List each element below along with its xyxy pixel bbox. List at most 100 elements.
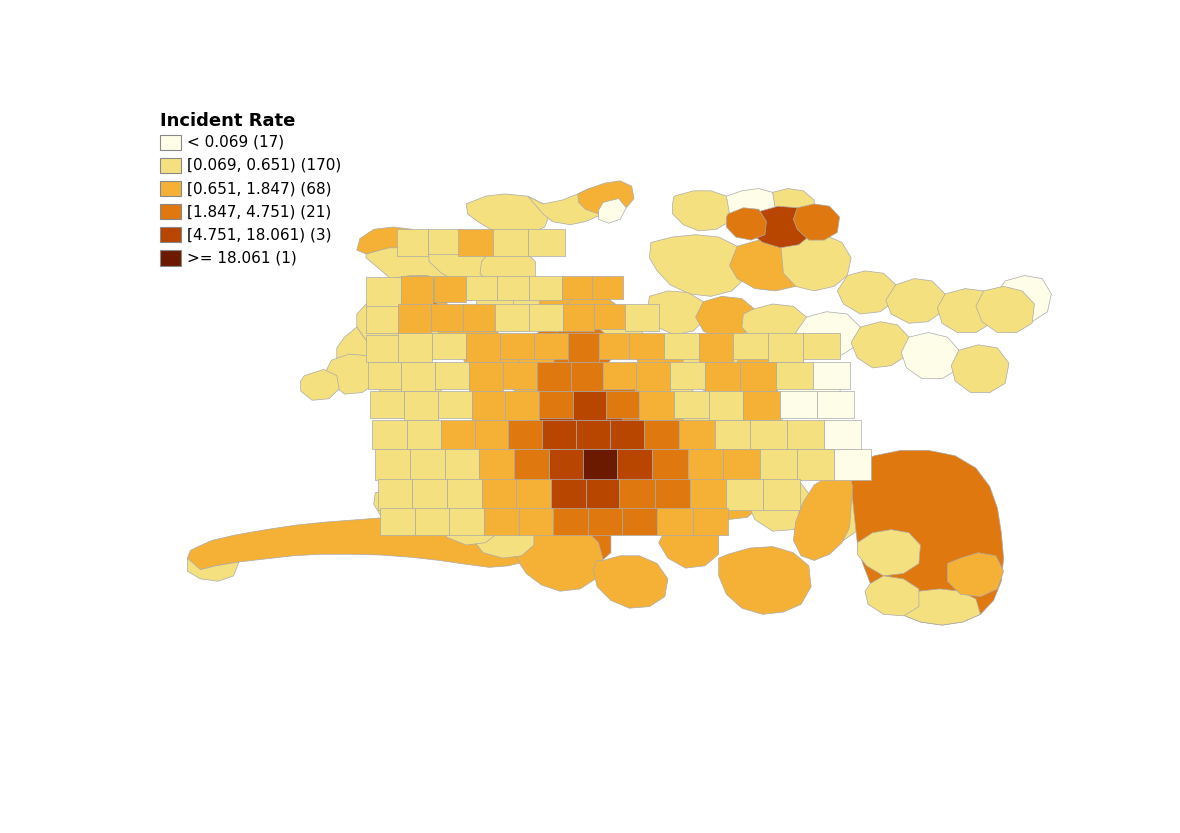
Polygon shape (551, 522, 611, 566)
Polygon shape (588, 508, 622, 535)
Bar (159, 227, 182, 242)
Polygon shape (537, 362, 571, 391)
Polygon shape (865, 576, 919, 616)
Polygon shape (336, 327, 386, 377)
Polygon shape (366, 240, 516, 302)
Polygon shape (527, 229, 565, 257)
Polygon shape (610, 420, 644, 449)
Polygon shape (598, 332, 629, 360)
Bar (159, 181, 182, 197)
Polygon shape (653, 463, 712, 512)
Polygon shape (634, 335, 694, 381)
Polygon shape (704, 362, 740, 391)
Polygon shape (693, 508, 728, 535)
Polygon shape (438, 391, 472, 418)
Polygon shape (503, 362, 537, 389)
Polygon shape (437, 502, 500, 545)
Polygon shape (622, 508, 657, 535)
Polygon shape (578, 181, 634, 214)
Polygon shape (518, 508, 553, 535)
Polygon shape (588, 307, 643, 354)
Polygon shape (389, 294, 441, 327)
Polygon shape (680, 342, 742, 391)
Polygon shape (847, 451, 1004, 625)
Polygon shape (594, 556, 668, 608)
Bar (159, 135, 182, 150)
Polygon shape (750, 420, 787, 449)
Polygon shape (937, 288, 996, 332)
Polygon shape (851, 322, 909, 368)
Polygon shape (530, 304, 563, 331)
Polygon shape (719, 546, 811, 614)
Polygon shape (431, 304, 463, 331)
Polygon shape (356, 298, 452, 358)
Polygon shape (539, 391, 573, 418)
Polygon shape (798, 449, 834, 480)
Polygon shape (301, 370, 339, 401)
Polygon shape (749, 207, 811, 247)
Polygon shape (435, 362, 470, 389)
Polygon shape (369, 391, 404, 418)
Polygon shape (374, 486, 437, 530)
Polygon shape (401, 276, 433, 305)
Polygon shape (824, 420, 861, 449)
Polygon shape (496, 342, 555, 385)
Polygon shape (375, 449, 409, 480)
Polygon shape (802, 332, 840, 360)
Polygon shape (644, 420, 680, 449)
Polygon shape (813, 362, 851, 389)
Polygon shape (723, 449, 760, 480)
Polygon shape (585, 479, 620, 510)
Text: Incident Rate: Incident Rate (159, 112, 295, 129)
Polygon shape (399, 304, 431, 333)
Polygon shape (664, 332, 699, 360)
Polygon shape (726, 479, 762, 510)
Polygon shape (460, 335, 522, 377)
Polygon shape (617, 449, 653, 480)
Polygon shape (474, 420, 509, 449)
Polygon shape (658, 520, 719, 568)
Polygon shape (799, 491, 863, 543)
Polygon shape (653, 449, 688, 480)
Polygon shape (369, 354, 447, 402)
Polygon shape (583, 449, 617, 480)
Polygon shape (631, 376, 694, 421)
Polygon shape (356, 227, 427, 254)
Polygon shape (603, 362, 636, 389)
Polygon shape (568, 332, 598, 362)
Polygon shape (760, 449, 798, 480)
Polygon shape (948, 553, 1004, 596)
Polygon shape (742, 304, 806, 348)
Polygon shape (558, 425, 629, 485)
Polygon shape (951, 345, 1009, 392)
Polygon shape (838, 271, 896, 314)
Polygon shape (505, 391, 539, 421)
Polygon shape (447, 479, 481, 510)
Polygon shape (530, 276, 562, 300)
Polygon shape (598, 198, 627, 223)
Polygon shape (539, 278, 598, 325)
Polygon shape (555, 401, 618, 452)
Polygon shape (409, 449, 445, 480)
Polygon shape (404, 491, 467, 535)
Text: [1.847, 4.751) (21): [1.847, 4.751) (21) (188, 204, 332, 219)
Polygon shape (858, 530, 920, 576)
Polygon shape (513, 449, 549, 480)
Polygon shape (472, 514, 533, 558)
Polygon shape (497, 276, 530, 300)
Polygon shape (727, 207, 767, 240)
Polygon shape (407, 420, 441, 449)
Polygon shape (680, 420, 715, 449)
Polygon shape (472, 391, 505, 421)
Polygon shape (380, 508, 414, 535)
Polygon shape (466, 332, 500, 362)
Polygon shape (670, 362, 704, 389)
Polygon shape (620, 479, 655, 510)
Polygon shape (527, 392, 585, 435)
Text: [0.651, 1.847) (68): [0.651, 1.847) (68) (188, 181, 332, 196)
Polygon shape (188, 516, 537, 570)
Polygon shape (733, 332, 768, 360)
Polygon shape (543, 420, 576, 449)
Polygon shape (326, 354, 378, 394)
Polygon shape (688, 449, 723, 480)
